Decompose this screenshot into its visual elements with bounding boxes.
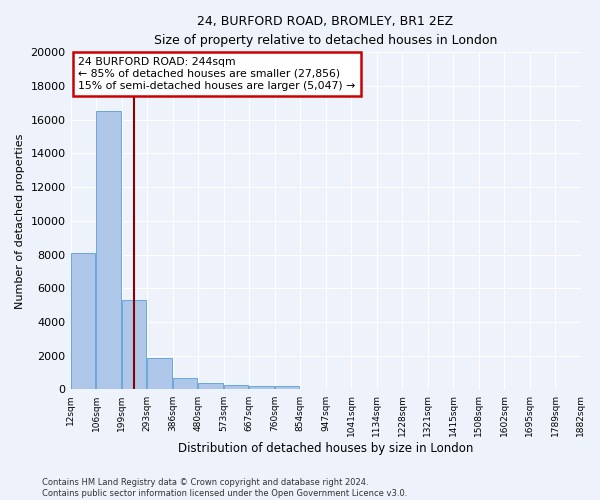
Bar: [173, 378, 197, 390]
Bar: [147, 358, 172, 390]
Text: 24 BURFORD ROAD: 244sqm
← 85% of detached houses are smaller (27,856)
15% of sem: 24 BURFORD ROAD: 244sqm ← 85% of detache…: [78, 58, 355, 90]
Bar: [198, 383, 223, 390]
Bar: [224, 384, 248, 390]
Bar: [71, 253, 95, 390]
X-axis label: Distribution of detached houses by size in London: Distribution of detached houses by size …: [178, 442, 473, 455]
Bar: [249, 386, 274, 390]
Text: Contains HM Land Registry data © Crown copyright and database right 2024.
Contai: Contains HM Land Registry data © Crown c…: [42, 478, 407, 498]
Bar: [122, 300, 146, 390]
Bar: [275, 386, 299, 390]
Title: 24, BURFORD ROAD, BROMLEY, BR1 2EZ
Size of property relative to detached houses : 24, BURFORD ROAD, BROMLEY, BR1 2EZ Size …: [154, 15, 497, 47]
Y-axis label: Number of detached properties: Number of detached properties: [15, 133, 25, 308]
Bar: [96, 112, 121, 390]
